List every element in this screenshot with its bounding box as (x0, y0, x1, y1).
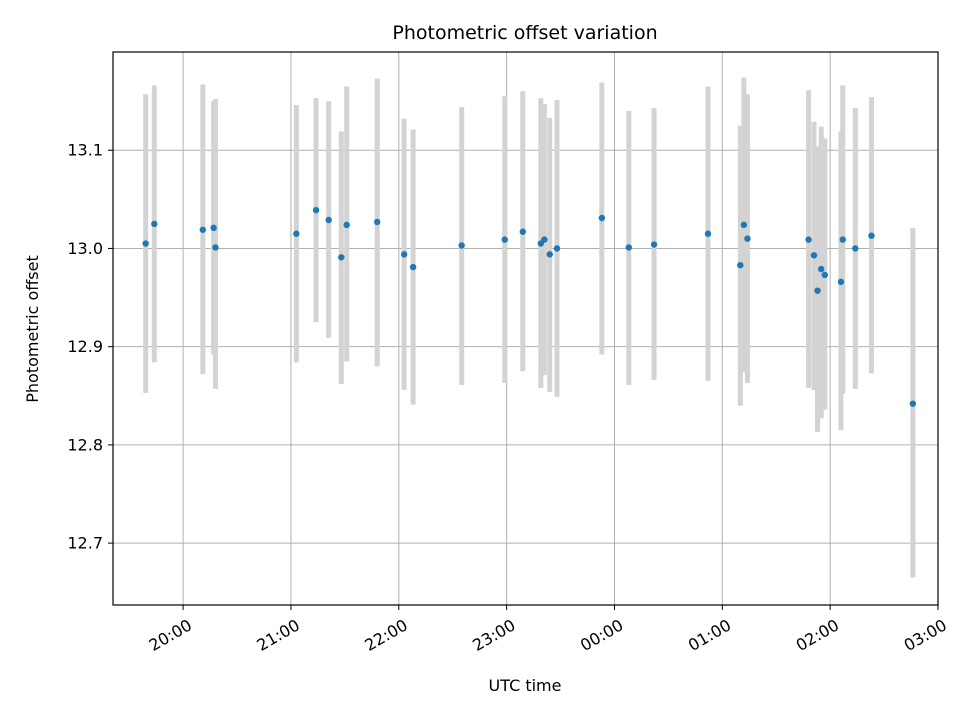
plot-frame (112, 51, 939, 606)
data-point (519, 228, 527, 235)
data-point (199, 226, 207, 233)
data-point (343, 221, 350, 229)
data-point (909, 400, 917, 407)
data-point (744, 235, 751, 242)
data-point (737, 261, 744, 269)
data-point (546, 251, 553, 258)
data-point (805, 236, 812, 243)
data-point (325, 216, 332, 224)
data-point (821, 271, 828, 279)
y-tick-label: 12.9 (67, 337, 103, 356)
data-point (210, 224, 217, 232)
data-point (740, 221, 748, 229)
y-tick-label: 13.1 (67, 141, 103, 160)
data-point (312, 206, 320, 214)
data-point (839, 236, 846, 243)
data-point (501, 236, 508, 243)
data-point (868, 232, 875, 239)
data-point (142, 240, 149, 247)
data-point (625, 244, 633, 251)
x-axis-label: UTC time (489, 676, 562, 695)
data-point (400, 251, 408, 258)
data-point (553, 245, 561, 252)
y-axis-label: Photometric offset (23, 255, 42, 403)
data-point (409, 263, 417, 271)
y-tick-label: 12.8 (67, 435, 103, 454)
data-point (814, 287, 821, 294)
data-point (704, 230, 712, 237)
data-point (818, 265, 825, 273)
data-point (810, 252, 818, 259)
data-point (650, 241, 658, 248)
chart-title: Photometric offset variation (392, 22, 657, 44)
data-point (837, 278, 845, 286)
data-point (541, 236, 548, 243)
data-point (293, 230, 300, 237)
data-points (142, 206, 917, 407)
y-tick-label: 12.7 (67, 534, 103, 553)
data-point (151, 220, 158, 228)
data-point (338, 254, 345, 261)
data-point (212, 244, 219, 251)
data-point (374, 218, 381, 226)
data-point (852, 245, 859, 252)
data-point (458, 242, 465, 249)
y-tick-label: 13.0 (67, 239, 103, 258)
data-point (598, 214, 606, 222)
